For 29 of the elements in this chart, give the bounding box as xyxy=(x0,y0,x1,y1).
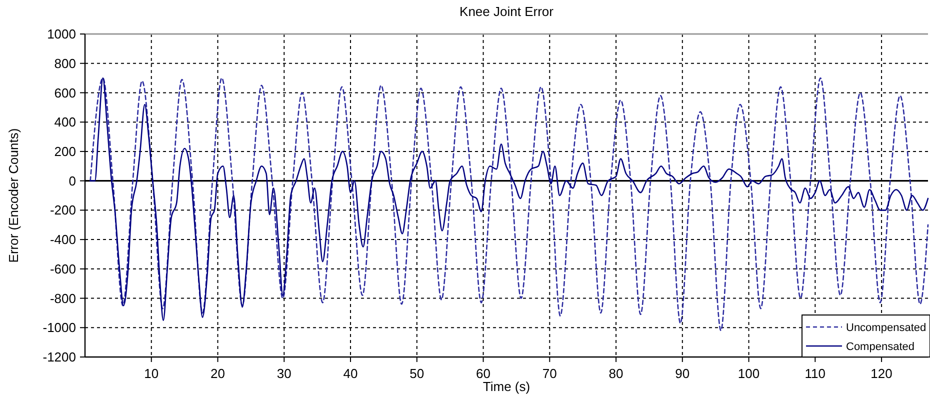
x-axis-title: Time (s) xyxy=(482,379,530,394)
y-tick-label: 0 xyxy=(68,173,76,188)
x-tick-label: 60 xyxy=(476,366,490,381)
y-tick-label: -200 xyxy=(50,202,76,218)
y-tick-label: 800 xyxy=(54,56,76,71)
y-tick-label: -600 xyxy=(50,261,76,276)
y-tick-label: -1200 xyxy=(42,350,76,365)
y-tick-label: -800 xyxy=(50,290,76,306)
x-tick-label: 30 xyxy=(276,366,292,381)
x-tick-label: 40 xyxy=(343,366,358,381)
y-tick-label: 600 xyxy=(54,85,76,100)
x-tick-label: 100 xyxy=(738,366,760,381)
x-tick-label: 110 xyxy=(804,366,826,381)
x-tick-label: 10 xyxy=(144,366,159,381)
y-axis-title: Error (Encoder Counts) xyxy=(6,128,21,263)
legend-label: Compensated xyxy=(846,340,914,353)
x-tick-label: 50 xyxy=(410,366,424,381)
x-tick-label: 80 xyxy=(608,366,624,381)
y-tick-label: 1000 xyxy=(47,26,76,42)
y-tick-label: 200 xyxy=(54,144,76,160)
legend-label: Uncompensated xyxy=(846,322,926,334)
chart-title: Knee Joint Error xyxy=(460,4,554,19)
x-tick-label: 70 xyxy=(542,366,557,381)
x-tick-label: 90 xyxy=(675,366,690,381)
y-tick-label: 400 xyxy=(54,114,76,130)
x-tick-label: 120 xyxy=(870,366,892,381)
x-tick-label: 20 xyxy=(210,366,225,381)
y-tick-label: -1000 xyxy=(42,320,76,336)
y-tick-label: -400 xyxy=(50,232,76,248)
